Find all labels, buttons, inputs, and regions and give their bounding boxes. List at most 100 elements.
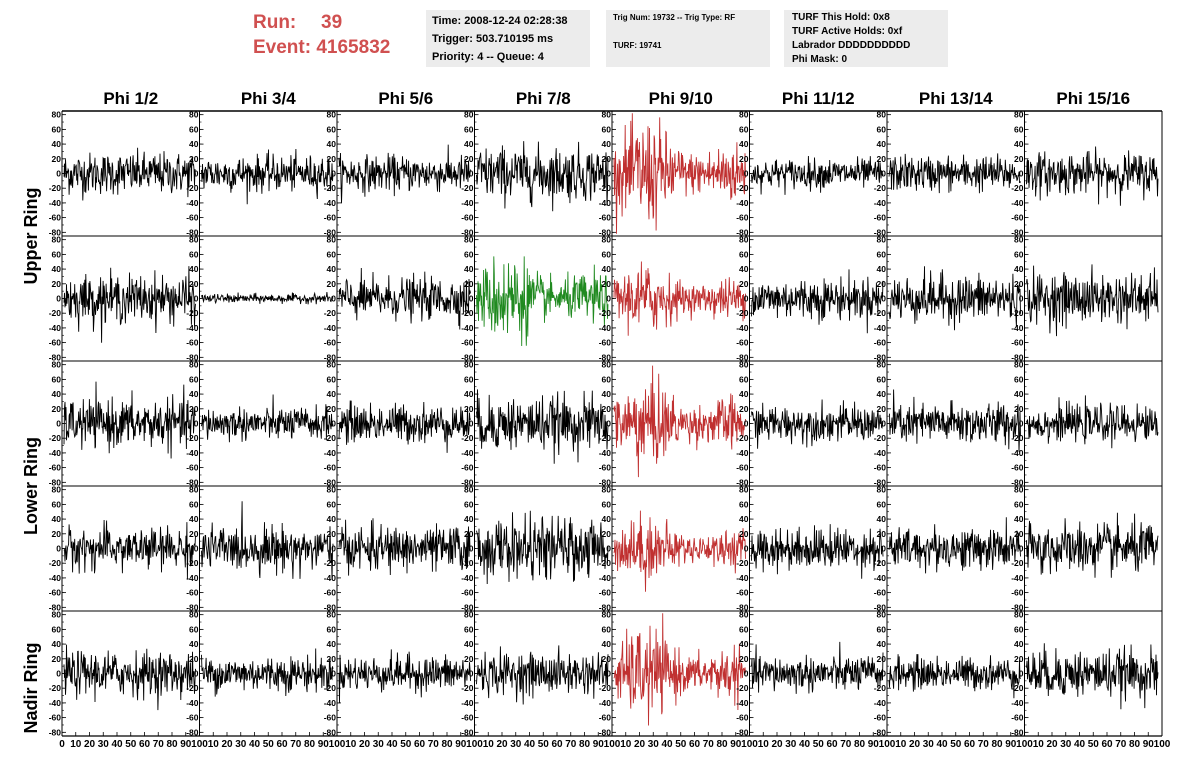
y-tick-label: 40: [739, 264, 749, 274]
y-tick-label: -20: [324, 433, 337, 443]
waveform-trace: [63, 644, 196, 711]
y-tick-label: 0: [744, 169, 749, 179]
y-tick-label: -60: [49, 463, 62, 473]
y-tick-label: -60: [736, 463, 749, 473]
waveform-trace: [613, 365, 746, 478]
y-tick-label: -80: [1011, 602, 1024, 612]
y-tick-label: -20: [324, 683, 337, 693]
x-tick-label: 60: [689, 739, 701, 750]
y-tick-label: -20: [49, 183, 62, 193]
x-tick-label: 20: [84, 739, 96, 750]
x-tick-label: 20: [909, 739, 921, 750]
y-tick-label: -40: [599, 198, 612, 208]
y-tick-label: -80: [49, 477, 62, 487]
x-tick-label: 40: [799, 739, 811, 750]
ring-label: Nadir Ring: [21, 642, 41, 733]
x-tick-label: 70: [703, 739, 715, 750]
x-tick-label: 90: [318, 739, 330, 750]
y-tick-label: 60: [1014, 124, 1024, 134]
y-tick-label: -40: [1011, 323, 1024, 333]
y-tick-label: 80: [1014, 360, 1024, 370]
y-tick-label: -40: [461, 198, 474, 208]
y-tick-label: 60: [189, 499, 199, 509]
y-tick-label: -40: [599, 698, 612, 708]
waveform-trace: [888, 654, 1021, 699]
y-tick-label: 20: [189, 529, 199, 539]
y-tick-label: 60: [52, 499, 62, 509]
y-tick-label: -60: [599, 463, 612, 473]
y-tick-label: 60: [739, 124, 749, 134]
waveform-trace: [476, 510, 609, 585]
x-tick-label: 40: [661, 739, 673, 750]
y-tick-label: -60: [874, 213, 887, 223]
y-tick-label: 40: [189, 639, 199, 649]
y-tick-label: -60: [1011, 588, 1024, 598]
x-tick-label: 20: [771, 739, 783, 750]
y-tick-label: 40: [602, 514, 612, 524]
y-tick-label: -20: [1011, 683, 1024, 693]
x-tick-label: 100: [1154, 739, 1171, 750]
y-tick-label: -20: [186, 183, 199, 193]
y-tick-label: 60: [464, 374, 474, 384]
y-tick-label: -80: [599, 477, 612, 487]
y-tick-label: -20: [874, 683, 887, 693]
y-tick-label: 20: [602, 154, 612, 164]
y-tick-label: -20: [599, 683, 612, 693]
waveform-trace: [338, 144, 471, 204]
y-tick-label: -40: [324, 698, 337, 708]
time-trigger-info-box: Time: 2008-12-24 02:28:38 Trigger: 503.7…: [426, 10, 590, 67]
x-tick-label: 100: [879, 739, 896, 750]
x-tick-label: 50: [125, 739, 137, 750]
y-tick-label: -60: [599, 713, 612, 723]
y-tick-label: 80: [877, 485, 887, 495]
event-label: Event:: [253, 37, 312, 58]
x-tick-label: 50: [1088, 739, 1100, 750]
x-tick-label: 100: [329, 739, 346, 750]
y-tick-label: 60: [877, 624, 887, 634]
column-title: Phi 5/6: [378, 89, 433, 108]
y-tick-label: 60: [52, 624, 62, 634]
y-tick-label: -80: [736, 727, 749, 737]
waveform-trace: [1026, 512, 1159, 578]
y-tick-label: 0: [606, 294, 611, 304]
y-tick-label: 0: [1019, 544, 1024, 554]
column-title: Phi 13/14: [919, 89, 993, 108]
waveform-trace: [888, 389, 1021, 452]
y-tick-label: 80: [189, 360, 199, 370]
y-tick-label: -80: [1011, 477, 1024, 487]
x-tick-label: 40: [111, 739, 123, 750]
y-tick-label: 20: [602, 404, 612, 414]
y-tick-label: 80: [52, 485, 62, 495]
y-tick-label: -40: [324, 198, 337, 208]
y-tick-label: 40: [1014, 514, 1024, 524]
y-tick-label: 80: [327, 110, 337, 120]
y-tick-label: 60: [464, 249, 474, 259]
y-tick-label: -40: [461, 573, 474, 583]
waveform-trace: [751, 399, 884, 449]
y-tick-label: 0: [744, 544, 749, 554]
waveform-trace: [476, 389, 609, 464]
x-tick-label: 20: [496, 739, 508, 750]
x-tick-label: 30: [1060, 739, 1072, 750]
run-line: Run: 39: [253, 10, 390, 35]
turf-hold-info-box: TURF This Hold: 0x8 TURF Active Holds: 0…: [784, 10, 948, 67]
phi-mask-text: Phi Mask: 0: [792, 54, 848, 65]
y-tick-label: 40: [52, 264, 62, 274]
y-tick-label: 0: [469, 294, 474, 304]
y-tick-label: 80: [1014, 610, 1024, 620]
y-tick-label: -20: [186, 433, 199, 443]
y-tick-label: -80: [736, 602, 749, 612]
y-tick-label: -60: [599, 338, 612, 348]
x-tick-label: 30: [235, 739, 247, 750]
y-tick-label: -40: [1011, 698, 1024, 708]
y-tick-label: 0: [56, 669, 61, 679]
y-tick-label: 20: [602, 279, 612, 289]
x-tick-label: 10: [758, 739, 770, 750]
y-tick-label: 40: [877, 514, 887, 524]
x-tick-label: 70: [153, 739, 165, 750]
x-tick-label: 40: [936, 739, 948, 750]
y-tick-label: -40: [461, 698, 474, 708]
labrador-text: Labrador DDDDDDDDDD: [792, 40, 911, 51]
y-tick-label: -80: [49, 602, 62, 612]
